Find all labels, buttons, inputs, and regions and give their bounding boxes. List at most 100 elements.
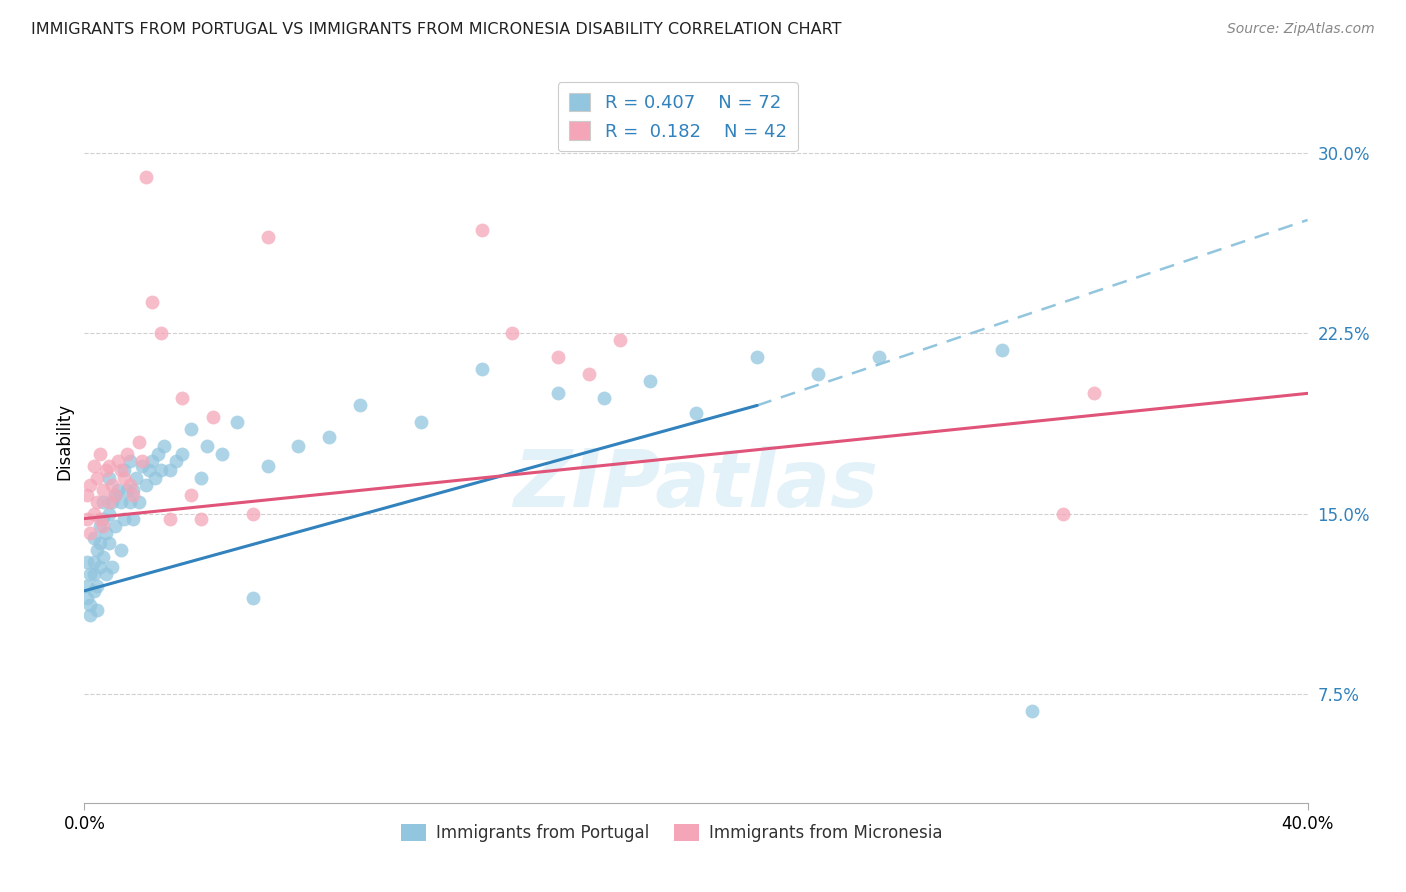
Point: [138, 463, 160, 477]
Point: [97, 494, 120, 508]
Point: [89, 447, 111, 461]
Point: [107, 454, 129, 468]
Text: Source: ZipAtlas.com: Source: ZipAtlas.com: [1227, 22, 1375, 37]
Point: [91, 550, 114, 565]
Point: [172, 447, 194, 461]
Point: [89, 519, 111, 533]
Point: [89, 535, 111, 549]
Point: [257, 229, 280, 244]
Point: [146, 447, 169, 461]
Point: [89, 511, 111, 525]
Point: [86, 471, 108, 485]
Point: [76, 591, 98, 606]
Point: [76, 511, 98, 525]
Point: [76, 555, 98, 569]
Point: [112, 471, 135, 485]
Legend: Immigrants from Portugal, Immigrants from Micronesia: Immigrants from Portugal, Immigrants fro…: [394, 817, 949, 848]
Point: [79, 567, 101, 582]
Point: [180, 423, 202, 437]
Point: [122, 487, 145, 501]
Point: [97, 458, 120, 473]
Point: [97, 471, 120, 485]
Point: [547, 386, 569, 401]
Point: [112, 511, 135, 525]
Point: [89, 559, 111, 574]
Point: [128, 494, 150, 508]
Point: [94, 463, 117, 477]
Point: [1083, 386, 1105, 401]
Point: [547, 350, 569, 364]
Point: [110, 463, 132, 477]
Point: [112, 463, 135, 477]
Point: [159, 511, 181, 525]
Point: [165, 454, 187, 468]
Point: [149, 463, 172, 477]
Point: [86, 579, 108, 593]
Point: [101, 478, 124, 492]
Point: [83, 458, 105, 473]
Point: [128, 434, 150, 449]
Point: [685, 406, 707, 420]
Point: [86, 494, 108, 508]
Point: [593, 391, 616, 405]
Text: ZIPatlas: ZIPatlas: [513, 446, 879, 524]
Point: [159, 463, 181, 477]
Point: [287, 439, 309, 453]
Point: [180, 487, 202, 501]
Point: [242, 507, 264, 521]
Point: [120, 494, 142, 508]
Point: [609, 334, 631, 348]
Point: [83, 583, 105, 598]
Point: [76, 579, 98, 593]
Point: [104, 519, 127, 533]
Point: [201, 410, 224, 425]
Point: [471, 362, 494, 376]
Point: [122, 511, 145, 525]
Point: [83, 555, 105, 569]
Point: [578, 367, 600, 381]
Point: [125, 471, 148, 485]
Point: [86, 542, 108, 557]
Point: [242, 591, 264, 606]
Point: [131, 458, 153, 473]
Point: [115, 447, 138, 461]
Point: [97, 507, 120, 521]
Point: [97, 535, 120, 549]
Text: IMMIGRANTS FROM PORTUGAL VS IMMIGRANTS FROM MICRONESIA DISABILITY CORRELATION CH: IMMIGRANTS FROM PORTUGAL VS IMMIGRANTS F…: [31, 22, 841, 37]
Point: [211, 447, 233, 461]
Point: [190, 511, 212, 525]
Point: [143, 471, 166, 485]
Point: [110, 542, 132, 557]
Point: [869, 350, 891, 364]
Point: [349, 398, 371, 412]
Point: [101, 559, 124, 574]
Point: [120, 478, 142, 492]
Point: [991, 343, 1014, 357]
Point: [91, 511, 114, 525]
Point: [91, 519, 114, 533]
Point: [135, 478, 157, 492]
Point: [172, 391, 194, 405]
Point: [135, 169, 157, 184]
Point: [747, 350, 769, 364]
Point: [471, 222, 494, 236]
Point: [79, 478, 101, 492]
Point: [79, 607, 101, 622]
Point: [104, 487, 127, 501]
Point: [409, 415, 432, 429]
Point: [257, 458, 280, 473]
Point: [91, 494, 114, 508]
Point: [83, 567, 105, 582]
Point: [122, 483, 145, 497]
Point: [110, 494, 132, 508]
Point: [79, 526, 101, 541]
Point: [1021, 704, 1043, 718]
Point: [149, 326, 172, 341]
Point: [190, 471, 212, 485]
Point: [195, 439, 218, 453]
Point: [83, 531, 105, 545]
Point: [115, 483, 138, 497]
Point: [318, 430, 340, 444]
Point: [120, 454, 142, 468]
Point: [153, 439, 176, 453]
